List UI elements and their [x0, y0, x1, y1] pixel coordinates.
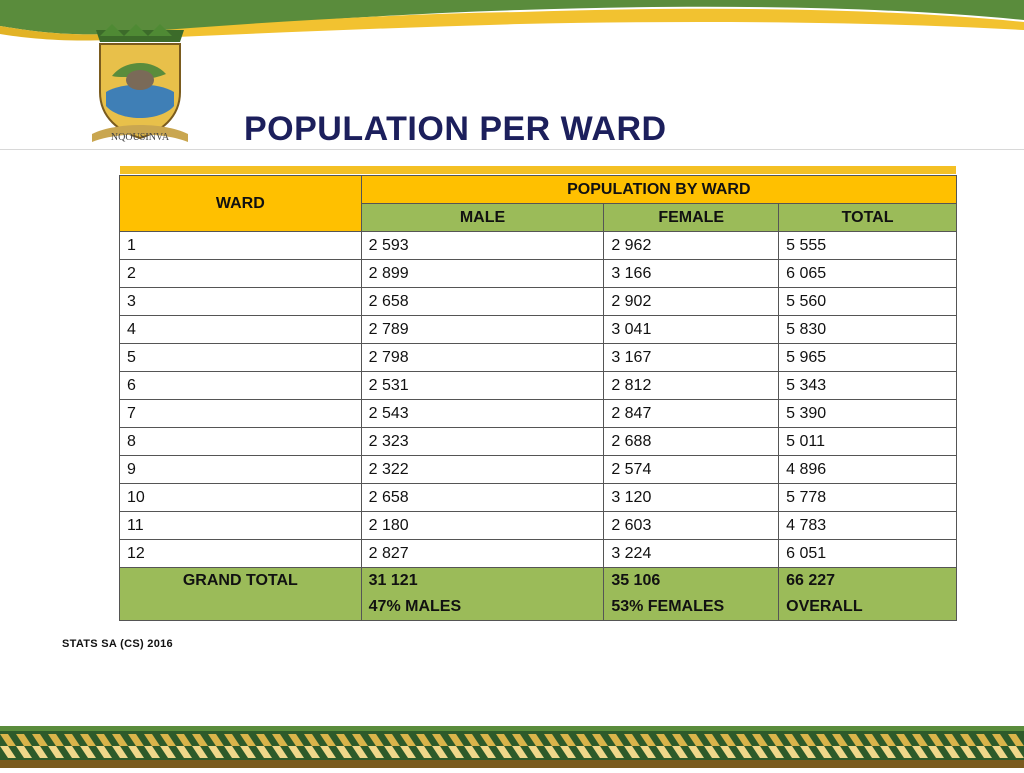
female-population: 3 166	[603, 259, 780, 288]
female-population: 2 847	[603, 399, 780, 428]
grand-total-overall: 66 227 OVERALL	[778, 567, 957, 621]
grand-total-female-value: 35 106	[611, 572, 661, 589]
table-top-accent-bar	[120, 166, 956, 174]
ward-number: 11	[119, 511, 362, 540]
banner-wave-decoration	[0, 0, 1024, 41]
grand-total-female: 35 106 53% FEMALES	[603, 567, 780, 621]
grand-total-label: GRAND TOTAL	[119, 567, 362, 621]
total-population: 5 778	[778, 483, 957, 512]
female-percentage-note: 53% FEMALES	[611, 598, 725, 615]
male-population: 2 899	[360, 259, 605, 288]
male-population: 2 827	[360, 539, 605, 568]
female-population: 3 041	[603, 315, 780, 344]
population-by-ward-header: POPULATION BY WARD	[360, 175, 958, 204]
ward-column-header: WARD	[119, 175, 362, 232]
ward-number: 12	[119, 539, 362, 568]
male-population: 2 658	[360, 483, 605, 512]
footer-pattern-band	[0, 726, 1024, 768]
ward-number: 9	[119, 455, 362, 484]
total-population: 5 390	[778, 399, 957, 428]
total-column-header: TOTAL	[778, 203, 957, 232]
female-population: 2 688	[603, 427, 780, 456]
ward-number: 8	[119, 427, 362, 456]
male-column-header: MALE	[360, 203, 605, 232]
total-population: 5 343	[778, 371, 957, 400]
female-population: 2 902	[603, 287, 780, 316]
total-population: 5 555	[778, 231, 957, 260]
ward-number: 3	[119, 287, 362, 316]
page-title: POPULATION PER WARD	[244, 110, 667, 148]
total-population: 5 011	[778, 427, 957, 456]
total-population: 4 896	[778, 455, 957, 484]
female-column-header: FEMALE	[603, 203, 780, 232]
ward-number: 7	[119, 399, 362, 428]
male-population: 2 531	[360, 371, 605, 400]
ward-number: 5	[119, 343, 362, 372]
female-population: 3 224	[603, 539, 780, 568]
female-population: 2 574	[603, 455, 780, 484]
population-table: WARD POPULATION BY WARD MALE FEMALE TOTA…	[119, 175, 958, 621]
grand-total-row: GRAND TOTAL 31 121 47% MALES 35 106 53% …	[119, 567, 957, 621]
ward-number: 10	[119, 483, 362, 512]
table-row: 11 2 180 2 603 4 783	[119, 511, 957, 540]
male-percentage-note: 47% MALES	[368, 598, 462, 615]
female-population: 2 812	[603, 371, 780, 400]
female-population: 3 167	[603, 343, 780, 372]
total-population: 5 830	[778, 315, 957, 344]
grand-total-overall-value: 66 227	[786, 572, 836, 589]
male-population: 2 543	[360, 399, 605, 428]
table-row: 10 2 658 3 120 5 778	[119, 483, 957, 512]
overall-note: OVERALL	[786, 598, 863, 615]
male-population: 2 798	[360, 343, 605, 372]
female-population: 3 120	[603, 483, 780, 512]
ward-number: 4	[119, 315, 362, 344]
female-population: 2 603	[603, 511, 780, 540]
ward-number: 6	[119, 371, 362, 400]
total-population: 6 051	[778, 539, 957, 568]
male-population: 2 323	[360, 427, 605, 456]
total-population: 6 065	[778, 259, 957, 288]
municipality-logo: NQOUSINVA	[76, 22, 204, 150]
grand-total-male-value: 31 121	[368, 572, 418, 589]
header-banner: NQOUSINVA POPULATION PER WARD	[0, 0, 1024, 150]
ward-number: 1	[119, 231, 362, 260]
total-population: 4 783	[778, 511, 957, 540]
ward-number: 2	[119, 259, 362, 288]
male-population: 2 322	[360, 455, 605, 484]
male-population: 2 180	[360, 511, 605, 540]
total-population: 5 965	[778, 343, 957, 372]
logo-text: NQOUSINVA	[111, 132, 170, 143]
total-population: 5 560	[778, 287, 957, 316]
table-row: 12 2 827 3 224 6 051	[119, 539, 957, 568]
grand-total-male: 31 121 47% MALES	[360, 567, 605, 621]
male-population: 2 658	[360, 287, 605, 316]
male-population: 2 593	[360, 231, 605, 260]
source-citation: STATS SA (CS) 2016	[62, 638, 173, 650]
female-population: 2 962	[603, 231, 780, 260]
male-population: 2 789	[360, 315, 605, 344]
